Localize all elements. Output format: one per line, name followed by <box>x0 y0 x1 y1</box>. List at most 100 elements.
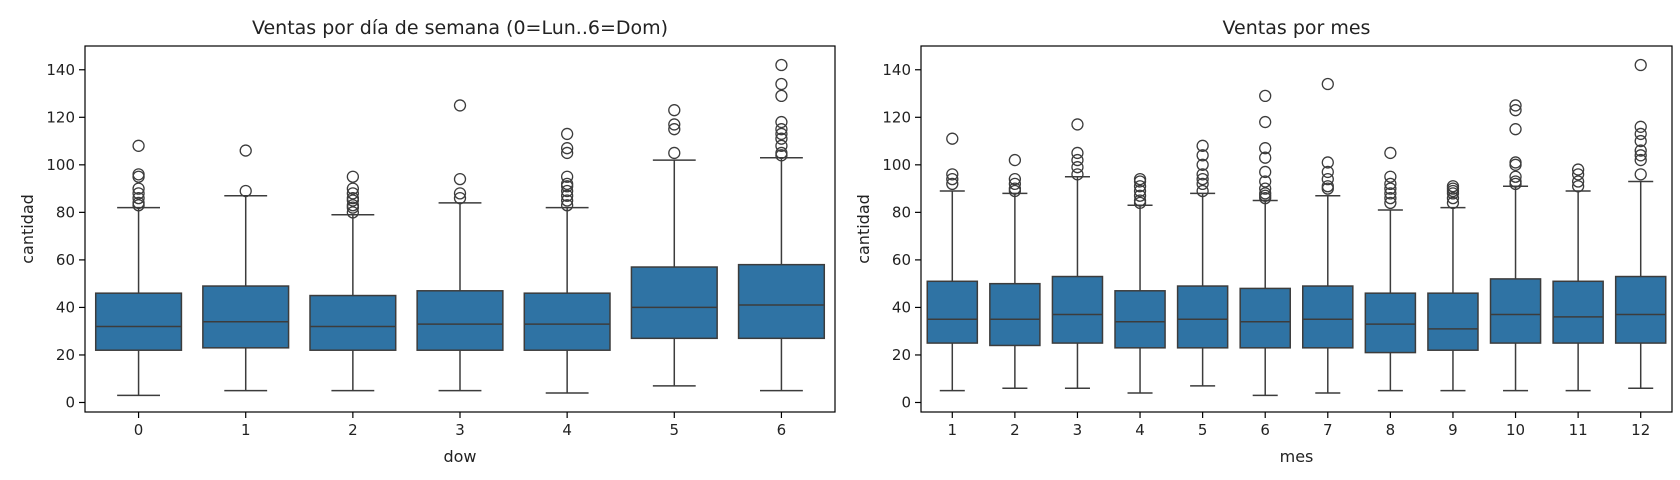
outlier-point <box>1133 172 1147 186</box>
outlier-point <box>1321 180 1334 193</box>
outlier-point <box>560 127 574 141</box>
x-tick-label: 3 <box>1073 421 1083 439</box>
outlier-point <box>775 123 788 136</box>
outlier-point <box>1133 189 1147 202</box>
outlier-point <box>775 58 788 72</box>
outlier-point <box>1634 153 1647 167</box>
box-10 <box>1489 99 1542 392</box>
outlier-point <box>1071 168 1084 181</box>
outlier-point <box>1259 182 1272 195</box>
outlier-point <box>1196 177 1209 190</box>
outlier-point <box>946 168 959 181</box>
box-iqr <box>1364 292 1417 354</box>
axes-frame <box>920 45 1673 413</box>
y-tick-label: 100 <box>882 156 911 174</box>
x-tick-label: 5 <box>1198 421 1208 439</box>
y-tick-label: 80 <box>892 203 911 221</box>
outlier-point <box>346 199 360 212</box>
x-tick-label: 6 <box>1260 421 1270 439</box>
outlier-point <box>1133 184 1147 198</box>
box-iqr <box>1114 290 1166 349</box>
outlier-point <box>1384 146 1397 160</box>
box-iqr <box>1427 292 1479 351</box>
box-iqr <box>1176 285 1229 349</box>
box-iqr <box>989 282 1041 347</box>
outlier-point <box>775 139 788 152</box>
outlier-point <box>1571 180 1585 193</box>
box-iqr <box>202 285 290 349</box>
box-iqr <box>630 266 718 340</box>
outlier-point <box>1384 170 1397 183</box>
outlier-point <box>1509 156 1522 169</box>
outlier-point <box>1634 120 1647 133</box>
outlier-point <box>1196 149 1209 162</box>
outlier-point <box>560 194 574 207</box>
outlier-point <box>1259 175 1272 188</box>
outlier-point <box>1071 118 1084 131</box>
box-9 <box>1427 180 1479 392</box>
outlier-point <box>1259 165 1272 179</box>
outlier-point <box>1133 180 1147 193</box>
outlier-point <box>346 206 360 219</box>
outlier-point <box>1259 151 1272 164</box>
y-tick-label: 20 <box>892 346 911 364</box>
y-tick-label: 80 <box>56 203 75 221</box>
box-iqr <box>1051 275 1104 344</box>
x-axis-label: dow <box>443 447 476 466</box>
box-5 <box>630 104 718 387</box>
x-tick-label: 0 <box>134 421 144 439</box>
outlier-point <box>1321 165 1334 179</box>
outlier-point <box>668 104 681 117</box>
y-tick-label: 0 <box>901 393 911 411</box>
outlier-point <box>775 115 788 129</box>
outlier-point <box>1008 172 1022 186</box>
outlier-point <box>1259 89 1272 103</box>
outlier-point <box>453 99 467 112</box>
outlier-point <box>560 184 574 198</box>
outlier-point <box>560 189 574 202</box>
y-tick-label: 40 <box>892 298 911 316</box>
outlier-point <box>453 187 467 200</box>
outlier-point <box>1571 168 1585 181</box>
outlier-point <box>132 191 145 205</box>
outlier-point <box>346 182 360 195</box>
outlier-point <box>668 118 681 131</box>
outlier-point <box>560 177 574 190</box>
outlier-point <box>560 170 574 183</box>
box-6 <box>737 58 826 392</box>
box-iqr <box>1614 275 1667 344</box>
box-0 <box>94 139 183 397</box>
outlier-point <box>346 170 360 183</box>
outlier-point <box>775 77 788 91</box>
outlier-point <box>1509 175 1522 188</box>
outlier-point <box>346 191 360 205</box>
y-tick-label: 140 <box>46 61 75 79</box>
box-iqr <box>523 292 611 351</box>
box-iqr <box>416 290 504 351</box>
outlier-point <box>1071 153 1084 167</box>
outlier-point <box>1446 196 1460 210</box>
x-tick-label: 11 <box>1569 421 1588 439</box>
outlier-point <box>1571 175 1585 188</box>
outlier-point <box>1259 187 1272 200</box>
outlier-point <box>946 177 959 190</box>
outlier-point <box>1196 139 1209 152</box>
box-3 <box>1051 118 1104 389</box>
box-iqr <box>737 263 826 340</box>
outlier-point <box>132 187 145 200</box>
outlier-point <box>132 170 145 183</box>
outlier-point <box>946 172 959 186</box>
outlier-point <box>1008 182 1022 195</box>
outlier-point <box>1634 127 1647 141</box>
outlier-point <box>775 132 788 145</box>
outlier-point <box>1384 196 1397 210</box>
x-tick-label: 7 <box>1323 421 1333 439</box>
outlier-point <box>1008 153 1022 167</box>
y-tick-label: 20 <box>56 346 75 364</box>
x-tick-label: 2 <box>348 421 358 439</box>
y-tick-label: 0 <box>65 393 75 411</box>
outlier-point <box>1509 123 1522 136</box>
